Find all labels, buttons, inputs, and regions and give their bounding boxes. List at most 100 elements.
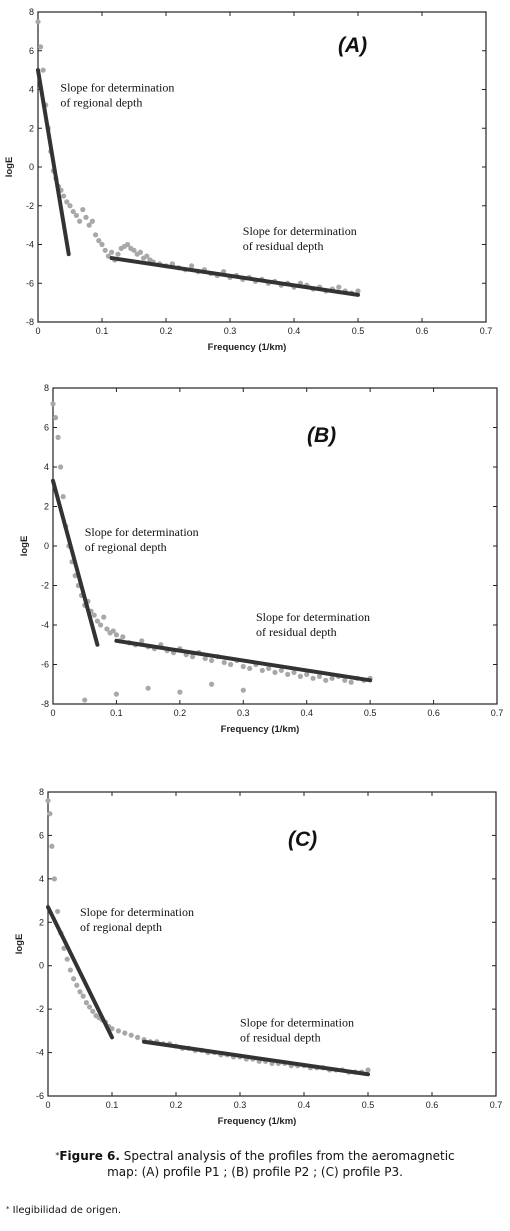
data-point <box>60 494 66 500</box>
data-point <box>365 1067 371 1073</box>
data-point <box>240 687 246 693</box>
data-point <box>99 241 105 248</box>
x-tick-label: 0.1 <box>110 708 123 718</box>
data-point <box>89 218 95 224</box>
data-point <box>355 288 361 294</box>
x-tick-label: 0.4 <box>298 1100 311 1110</box>
data-point <box>189 654 196 660</box>
slope-annotation: Slope for determination of residual depth <box>243 224 357 253</box>
data-point <box>131 247 137 253</box>
data-point <box>47 811 53 817</box>
data-point <box>125 241 131 248</box>
x-tick-label: 0.3 <box>224 326 237 336</box>
x-tick-label: 0.6 <box>427 708 440 718</box>
data-point <box>202 655 208 662</box>
data-point <box>55 434 61 440</box>
y-axis-title: logE <box>19 536 30 557</box>
data-point <box>67 203 73 209</box>
data-point <box>35 19 41 25</box>
data-point <box>91 612 97 618</box>
data-point <box>90 1008 96 1014</box>
data-point <box>104 626 110 632</box>
x-tick-label: 0.3 <box>237 708 250 718</box>
y-tick-label: 4 <box>29 85 34 95</box>
data-point <box>115 251 121 257</box>
data-point <box>285 671 291 677</box>
data-point <box>80 993 86 999</box>
data-point <box>336 284 342 290</box>
x-tick-label: 0.3 <box>234 1100 247 1110</box>
plot-frame <box>47 791 497 1097</box>
data-point <box>61 945 67 951</box>
data-point <box>135 1034 141 1040</box>
data-point <box>228 661 234 668</box>
data-point <box>113 632 120 638</box>
x-tick-label: 0.6 <box>426 1100 439 1110</box>
spectral-chart-b: 0 0.1 0.2 0.3 0.4 0.5 0.6 0.7 8 6 4 2 0 -2 -4 -6 -8 Frequ… <box>19 383 504 735</box>
fit-line <box>46 905 114 1040</box>
data-point <box>40 67 46 73</box>
x-tick-label: 0.7 <box>480 326 493 336</box>
x-tick-label: 0 <box>50 708 55 718</box>
data-point <box>247 665 253 672</box>
data-point <box>240 663 246 670</box>
data-point <box>128 1032 134 1038</box>
data-point <box>49 843 55 849</box>
panel-label: (C) <box>288 828 317 851</box>
data-point <box>71 976 77 982</box>
y-tick-label: -4 <box>36 1048 44 1058</box>
y-tick-label: 8 <box>44 383 49 393</box>
x-tick-label: 0.2 <box>160 326 173 336</box>
y-tick-label: -2 <box>26 201 34 211</box>
data-point <box>55 908 61 915</box>
figure-caption: *Figure 6. Spectral analysis of the prof… <box>40 1148 470 1180</box>
data-point <box>208 681 215 687</box>
x-tick-label: 0 <box>45 1100 50 1110</box>
data-point <box>101 614 107 620</box>
data-point <box>348 679 354 685</box>
y-tick-label: 8 <box>29 7 34 17</box>
data-point <box>291 669 297 675</box>
data-point <box>316 673 322 679</box>
y-tick-label: 6 <box>44 423 49 433</box>
panel-label: (B) <box>307 424 336 447</box>
y-tick-label: -2 <box>41 581 49 591</box>
footnote-text: Ilegibilidad de origen. <box>9 1205 122 1216</box>
x-tick-label: 0.5 <box>364 708 377 718</box>
y-tick-label: -8 <box>26 317 34 327</box>
y-tick-label: 4 <box>39 874 44 884</box>
data-point <box>83 214 89 220</box>
data-point <box>342 677 348 683</box>
data-point <box>145 685 151 691</box>
data-point <box>70 208 76 215</box>
y-tick-label: -6 <box>26 278 34 288</box>
data-point <box>304 671 310 677</box>
data-point <box>177 689 183 695</box>
y-tick-label: -6 <box>41 660 49 670</box>
data-point <box>105 253 111 259</box>
slope-annotation: Slope for determination of regional depth <box>80 905 194 934</box>
data-point <box>74 982 80 988</box>
data-point <box>61 193 67 199</box>
x-axis-title: Frequency (1/km) <box>221 724 300 735</box>
data-point <box>297 673 303 679</box>
fit-line <box>114 638 373 683</box>
data-point <box>208 657 215 664</box>
fit-line <box>142 1039 370 1077</box>
y-tick-label: 2 <box>44 502 49 512</box>
y-tick-label: -8 <box>41 699 49 709</box>
x-tick-label: 0.7 <box>491 708 504 718</box>
data-point <box>137 249 143 255</box>
y-tick-label: -4 <box>26 240 34 250</box>
slope-annotation: Slope for determination of residual depth <box>256 610 370 639</box>
data-point <box>73 212 79 219</box>
data-point <box>96 238 102 244</box>
spectral-chart-a: 0 0.1 0.2 0.3 0.4 0.5 0.6 0.7 8 6 4 2 0 -2 -4 -6 -8 Frequ… <box>4 7 493 353</box>
data-point <box>278 667 284 674</box>
y-tick-label: 0 <box>39 961 44 971</box>
data-point <box>272 669 278 675</box>
data-point <box>115 1028 121 1034</box>
data-point <box>221 659 227 666</box>
x-tick-label: 0.4 <box>300 708 313 718</box>
y-tick-label: -4 <box>41 620 49 630</box>
